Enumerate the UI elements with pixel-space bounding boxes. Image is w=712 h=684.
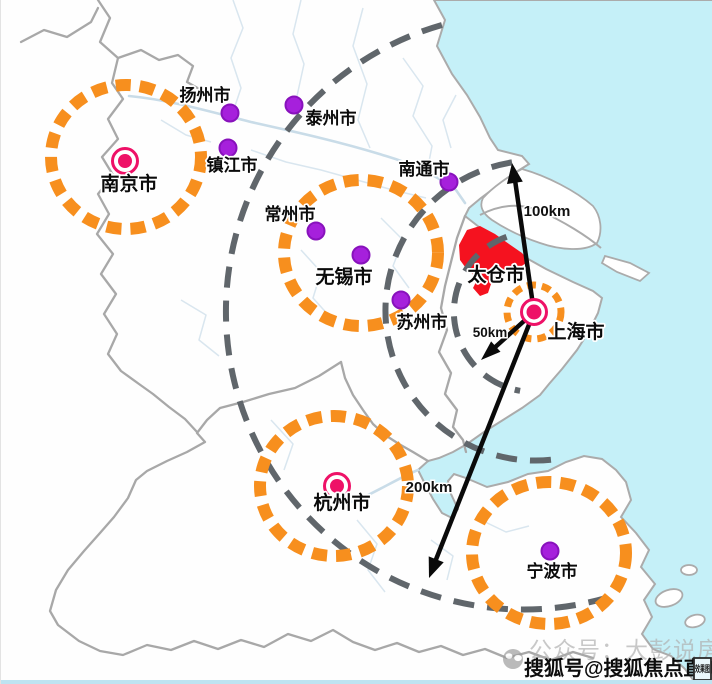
distance-label-100km: 100km [524, 203, 571, 220]
city-label-nantong: 南通市 [399, 159, 450, 179]
target-marker-hangzhou [323, 472, 351, 500]
zhoushan-island [684, 613, 706, 629]
city-dot-taizhou [284, 95, 304, 115]
city-label-changzhou: 常州市 [265, 204, 316, 224]
city-dot-wuxi [351, 245, 371, 265]
city-label-taizhou: 泰州市 [306, 108, 357, 128]
corner-tag-text: 效果图 [695, 663, 710, 674]
orange-ring-shanghai [503, 281, 565, 343]
city-dot-changzhou [306, 221, 326, 241]
yangtze-channel-line [479, 204, 602, 249]
orange-ring-ningbo [466, 476, 632, 630]
distance-label-50km: 50km [473, 325, 508, 340]
distance-arc-50km [450, 233, 521, 394]
city-label-wuxi: 无锡市 [315, 265, 372, 288]
orange-ring-hangzhou [254, 410, 414, 562]
zhoushan-island [654, 588, 684, 608]
city-label-nanjing: 南京市 [100, 172, 157, 195]
orange-ring-nanjing [45, 79, 207, 235]
zhoushan-island [680, 564, 698, 576]
bottom-edge-strip [1, 680, 712, 684]
distance-arc-200km [222, 22, 607, 613]
city-label-suzhou: 苏州市 [397, 312, 448, 332]
distance-label-200km: 200km [406, 479, 453, 496]
target-marker-nanjing [111, 147, 139, 175]
orange-ring-wuxi [278, 174, 444, 332]
wechat-watermark: 公众号：大彭说房 [503, 637, 712, 669]
province-boundaries [19, 0, 595, 662]
city-label-yangzhou: 扬州市 [180, 85, 231, 105]
sohu-watermark-text: 搜狐号@搜狐焦点直城站 [524, 656, 712, 680]
corner-tag: 效果图 [693, 657, 712, 681]
city-dot-yangzhou [220, 103, 240, 123]
target-marker-shanghai [520, 298, 548, 326]
city-dot-zhenjiang [218, 138, 238, 158]
city-dot-suzhou [391, 290, 411, 310]
city-label-ningbo: 宁波市 [527, 561, 578, 581]
taicang-highlight-region [459, 226, 529, 296]
wechat-watermark-text: 公众号：大彭说房 [529, 637, 712, 663]
city-label-taicang: 太仓市 [467, 263, 524, 286]
city-label-shanghai: 上海市 [547, 320, 604, 343]
city-dot-ningbo [540, 541, 560, 561]
city-label-hangzhou: 杭州市 [313, 491, 370, 514]
city-dot-nantong [439, 172, 459, 192]
chongming-island [480, 168, 602, 250]
yangtze-river [127, 94, 467, 205]
city-label-zhenjiang: 镇江市 [207, 155, 258, 175]
estuary-shoal-island [600, 254, 651, 283]
